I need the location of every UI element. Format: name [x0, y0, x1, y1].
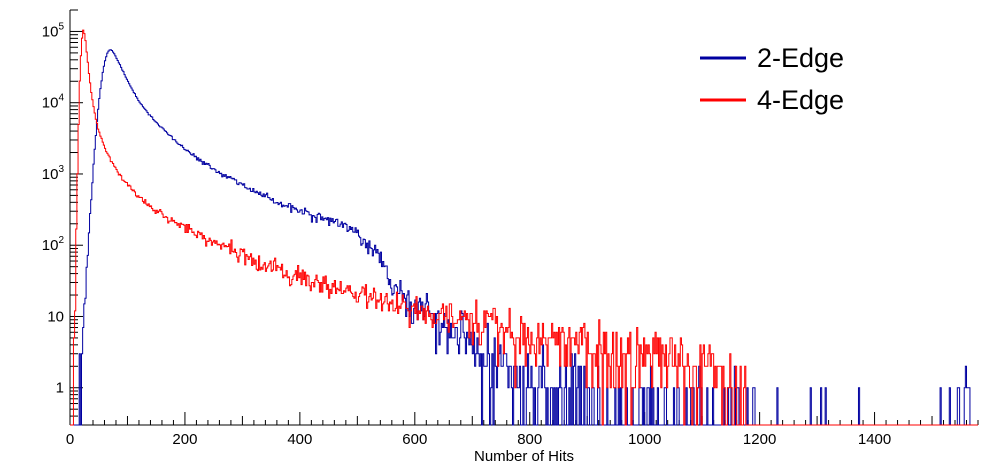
- svg-text:105: 105: [42, 21, 65, 40]
- svg-text:10: 10: [47, 308, 64, 325]
- svg-text:0: 0: [66, 431, 74, 448]
- svg-text:400: 400: [287, 431, 312, 448]
- axes: 0 200 400 600 800 1000 1200 1400 1 10 102 103 104 105: [42, 9, 979, 448]
- svg-text:1400: 1400: [858, 431, 891, 448]
- svg-text:104: 104: [42, 93, 65, 112]
- svg-text:1000: 1000: [628, 431, 661, 448]
- svg-text:1200: 1200: [743, 431, 776, 448]
- x-axis-title: Number of Hits: [474, 448, 574, 465]
- legend-label-2edge: 2-Edge: [757, 43, 844, 73]
- svg-text:200: 200: [172, 431, 197, 448]
- svg-text:800: 800: [517, 431, 542, 448]
- svg-text:103: 103: [42, 164, 65, 183]
- svg-text:600: 600: [402, 431, 427, 448]
- series-4edge-line: [70, 29, 978, 426]
- svg-text:102: 102: [42, 235, 65, 254]
- legend: 2-Edge 4-Edge: [700, 43, 844, 115]
- legend-label-4edge: 4-Edge: [757, 85, 844, 115]
- svg-text:1: 1: [56, 380, 64, 397]
